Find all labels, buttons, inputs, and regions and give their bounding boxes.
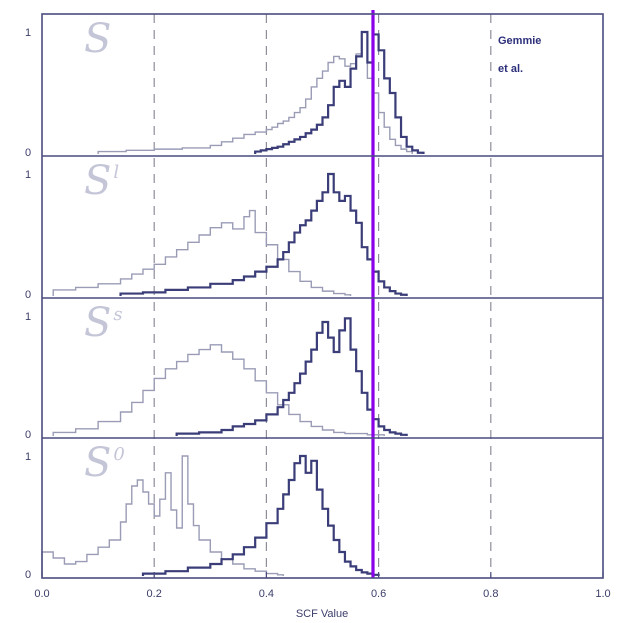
y-tick-label-S-0-bottom: 0 <box>25 569 31 581</box>
histogram-S-s-light <box>52 344 385 436</box>
histogram-S-l-dark <box>119 172 408 296</box>
histogram-S-0-dark <box>141 454 380 576</box>
x-tick-label-0.2: 0.2 <box>147 588 162 600</box>
panel-label-sup-S-l: l <box>113 162 119 183</box>
histogram-S-dark <box>254 30 425 154</box>
y-tick-label-S-l-bottom: 0 <box>25 289 31 301</box>
x-tick-label-1.0: 1.0 <box>595 588 610 600</box>
histogram-marks <box>41 30 425 576</box>
histogram-S-s-dark <box>175 317 408 436</box>
y-tick-label-S-s-top: 1 <box>25 311 31 323</box>
plot-frame <box>41 10 604 579</box>
annotation-line-1: Gemmie <box>498 35 541 47</box>
y-tick-label-S-s-bottom: 0 <box>25 429 31 441</box>
plot-border <box>41 13 604 579</box>
panel-label-S: S <box>84 16 111 62</box>
histogram-S-light <box>97 31 413 154</box>
annotation-line-2: et al. <box>498 63 523 75</box>
gridlines <box>153 14 492 578</box>
x-axis-title: SCF Value <box>296 608 348 620</box>
x-tick-label-0.4: 0.4 <box>259 588 274 600</box>
panel-label-sup-S-s: s <box>113 304 122 325</box>
panel-label-sup-S-0: 0 <box>113 444 124 465</box>
histogram-S-l-light <box>52 209 352 296</box>
x-tick-label-0.6: 0.6 <box>371 588 386 600</box>
histogram-S-0-light <box>41 455 284 576</box>
y-tick-label-S-l-top: 1 <box>25 169 31 181</box>
x-tick-label-0.0: 0.0 <box>34 588 49 600</box>
y-tick-label-S-bottom: 0 <box>25 147 31 159</box>
y-tick-label-S-0-top: 1 <box>25 451 31 463</box>
x-tick-label-0.8: 0.8 <box>483 588 498 600</box>
y-tick-label-S-top: 1 <box>25 27 31 39</box>
